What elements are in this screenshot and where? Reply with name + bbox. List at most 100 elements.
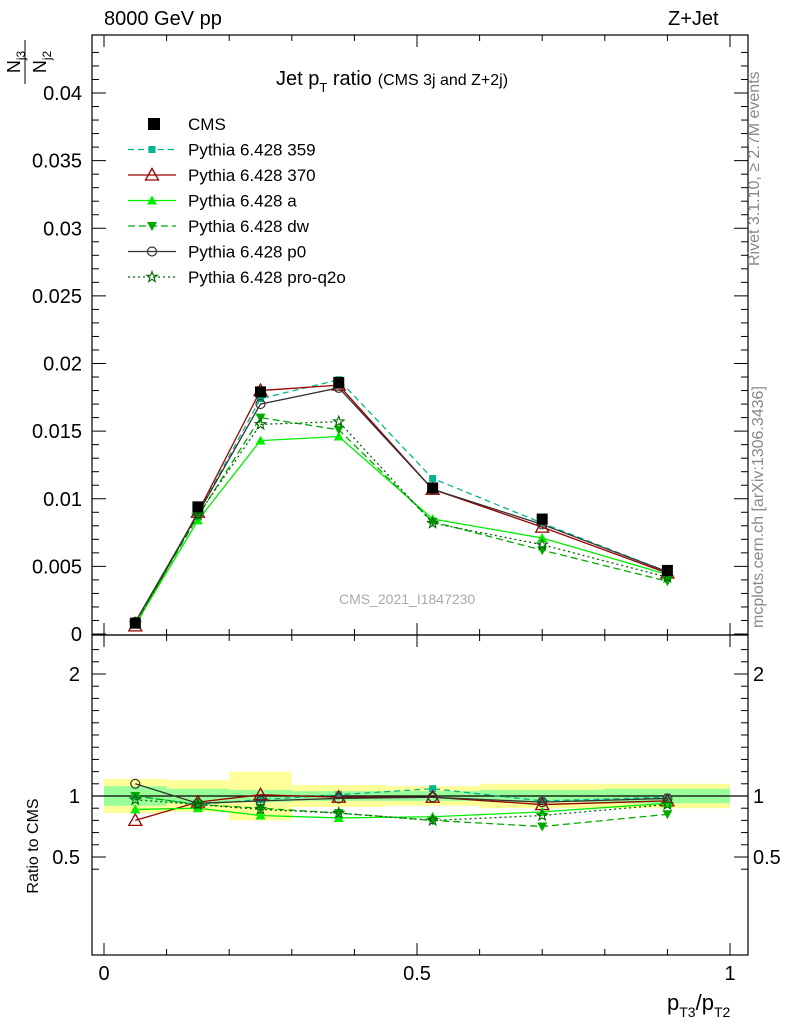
legend-item: Pythia 6.428 p0: [128, 243, 306, 262]
ratio-series-layer: [127, 778, 676, 832]
series-point: [333, 431, 344, 441]
ratio-series-point: [127, 812, 143, 827]
ratio-uncertainty-bands: [92, 771, 748, 821]
y-tick-label: 0.04: [43, 83, 82, 105]
y-tick-label: 0.01: [43, 489, 82, 511]
x-tick-label: 1: [724, 963, 735, 985]
ratio-series-point: [331, 789, 347, 803]
legend-item-data: CMS: [148, 115, 226, 134]
series-point: [429, 474, 437, 482]
data-point: [192, 501, 204, 513]
legend-item: Pythia 6.428 370: [128, 166, 316, 185]
series-line: [134, 379, 668, 624]
legend-marker: [147, 222, 157, 231]
legend-marker: [148, 146, 156, 153]
ratio-y-tick-label-right: 0.5: [753, 847, 781, 869]
ratio-series-point: [130, 778, 141, 789]
series-line: [134, 384, 668, 627]
series-point: [425, 515, 440, 529]
svg-text:Nj3: Nj3: [4, 51, 28, 74]
ratio-series-point: [255, 804, 266, 814]
legend-label: Pythia 6.428 pro-q2o: [188, 268, 346, 287]
series-line: [134, 387, 668, 623]
x-tick-label: 0: [98, 963, 109, 985]
data-point: [536, 513, 548, 525]
ratio-y-tick-label: 2: [69, 664, 80, 686]
rivet-version-label: Rivet 3.1.10, ≥ 2.7M events: [746, 71, 763, 266]
ratio-series-point: [252, 786, 269, 801]
ratio-y-tick-label: 1: [69, 786, 80, 808]
y-tick-label: 0.005: [32, 556, 82, 578]
header-right: Z+Jet: [668, 8, 719, 30]
ratio-y-tick-label: 0.5: [52, 847, 80, 869]
ratio-series-point: [537, 822, 548, 832]
ratio-series-point: [191, 797, 205, 811]
series-point: [535, 537, 549, 551]
ratio-series-point: [662, 793, 673, 804]
ratio-series-point: [538, 797, 546, 805]
y-axis-label: Nj3 Nj2: [4, 40, 54, 84]
series-point: [255, 398, 266, 410]
legend-label-data: CMS: [188, 115, 226, 134]
legend-marker-data: [148, 118, 160, 130]
data-point: [255, 386, 266, 398]
ratio-y-tick-label-right: 2: [753, 664, 764, 686]
legend-marker: [145, 269, 159, 283]
ratio-series-point: [535, 808, 549, 822]
series-point: [253, 417, 268, 431]
series-point: [537, 532, 548, 542]
series-point: [331, 414, 346, 428]
ratio-series-point: [663, 793, 671, 801]
ratio-plot-frame: [91, 634, 749, 956]
axis-ticks: 0 0.5 1 0 0.005 0.01 0.015 0.02 0.025 0.03 0.035 0.…: [32, 35, 781, 985]
legend-item: Pythia 6.428 dw: [128, 217, 310, 236]
ratio-series-point: [427, 792, 438, 803]
chart-title: Jet pT ratio (CMS 3j and Z+2j): [276, 68, 508, 95]
ratio-series-line: [135, 783, 668, 804]
data-point: [661, 564, 673, 576]
ratio-series-point: [333, 793, 344, 804]
legend-label: Pythia 6.428 a: [188, 192, 297, 211]
ratio-series-point: [429, 785, 437, 793]
legend-label: Pythia 6.428 dw: [188, 217, 310, 236]
series-point: [257, 395, 264, 403]
ratio-series-point: [130, 792, 141, 801]
y-tick-label: 0.03: [43, 218, 82, 240]
legend-item: Pythia 6.428 pro-q2o: [128, 268, 346, 287]
x-axis-label: pT3/pT2: [667, 990, 731, 1020]
ratio-series-point: [537, 796, 548, 808]
legend-label: Pythia 6.428 p0: [188, 243, 306, 262]
series-point: [191, 507, 205, 521]
legend: CMS Pythia 6.428 359 Pythia 6.428 370 Pythi…: [128, 115, 346, 287]
header-left: 8000 GeV pp: [104, 8, 222, 30]
ratio-series-point: [335, 791, 343, 799]
data-point: [333, 376, 345, 388]
ratio-series-point: [130, 804, 141, 814]
ratio-y-axis-label: Ratio to CMS: [25, 798, 42, 893]
x-tick-label: 0.5: [403, 963, 431, 985]
series-point: [255, 435, 266, 445]
y-tick-label: 0.025: [32, 286, 82, 308]
ratio-series-point: [331, 805, 346, 819]
legend-label: Pythia 6.428 370: [188, 166, 316, 185]
ratio-frame-border: [91, 634, 749, 956]
ratio-series-point: [425, 813, 440, 827]
legend-marker: [147, 195, 157, 205]
watermark: CMS_2021_I1847230: [339, 591, 475, 607]
mcplots-label: mcplots.cern.ch [arXiv:1306.3436]: [750, 386, 767, 628]
legend-item: Pythia 6.428 a: [128, 192, 297, 211]
y-tick-label: 0: [71, 624, 82, 646]
legend-label: Pythia 6.428 359: [188, 141, 316, 160]
y-tick-label: 0.02: [43, 354, 82, 376]
y-tick-label: 0.035: [32, 151, 82, 173]
svg-text:Nj2: Nj2: [30, 51, 54, 74]
legend-marker: [146, 246, 158, 257]
ratio-series-point: [253, 802, 268, 816]
ratio-series-point: [255, 810, 266, 820]
ratio-series-point: [660, 797, 675, 811]
y-tick-label: 0.015: [32, 421, 82, 443]
ratio-series-point: [128, 792, 143, 806]
main-series-layer: [127, 376, 676, 632]
data-point: [129, 617, 141, 629]
